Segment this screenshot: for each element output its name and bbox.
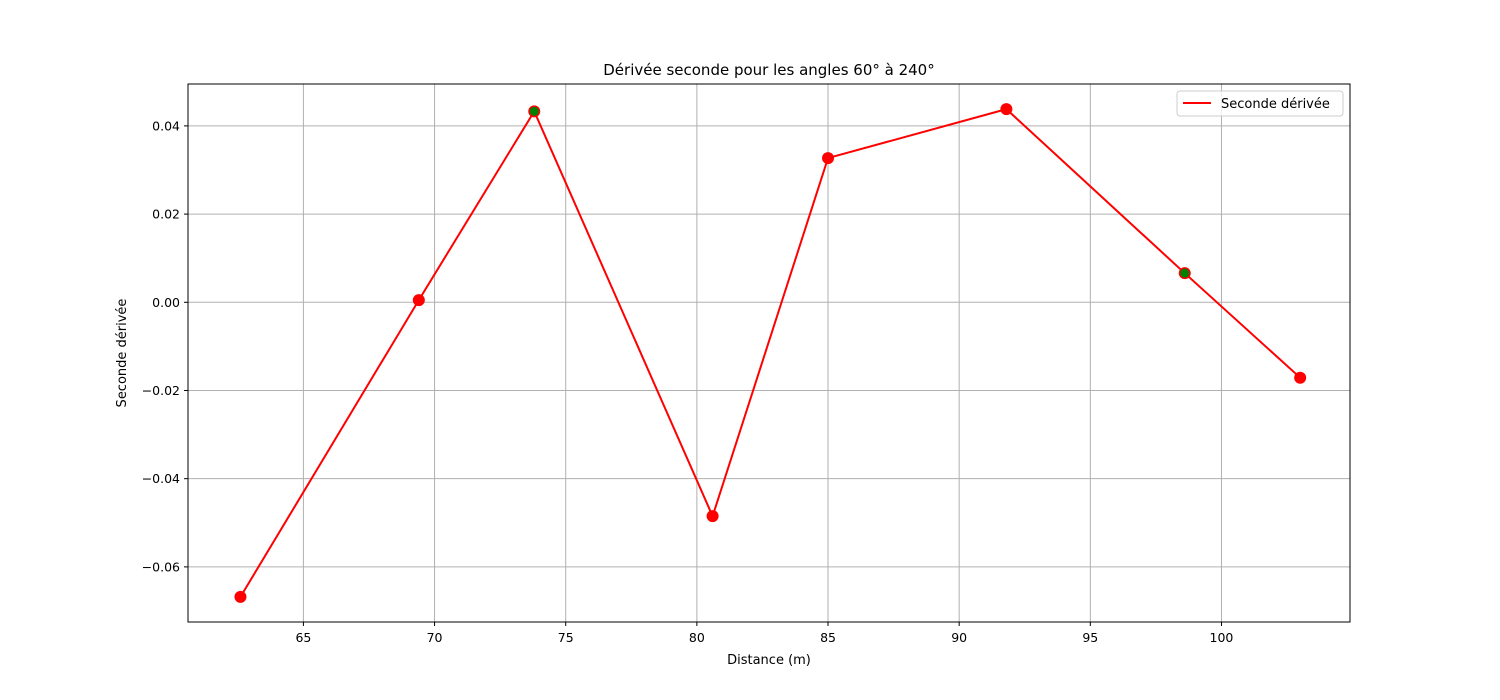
x-tick-label: 95 — [1082, 630, 1098, 645]
highlighted-point — [1180, 268, 1190, 278]
x-tick-label: 75 — [558, 630, 574, 645]
data-point — [412, 294, 425, 307]
series-line — [239, 108, 1301, 598]
data-point — [706, 510, 719, 523]
data-point — [1000, 103, 1013, 116]
x-tick-label: 65 — [295, 630, 311, 645]
legend-label: Seconde dérivée — [1221, 97, 1330, 112]
x-tick-label: 70 — [427, 630, 443, 645]
highlighted-point — [529, 106, 539, 116]
data-point — [234, 590, 247, 603]
legend: Seconde dérivée — [1176, 90, 1344, 117]
y-tick-label: 0.04 — [152, 118, 180, 133]
x-tick-label: 90 — [951, 630, 967, 645]
chart-title: Dérivée seconde pour les angles 60° à 24… — [603, 61, 934, 79]
y-tick-label: 0.00 — [152, 295, 180, 310]
grid-lines — [188, 84, 1350, 622]
data-point — [822, 152, 835, 165]
y-tick-label: −0.02 — [142, 383, 180, 398]
x-tick-label: 80 — [689, 630, 705, 645]
legend-box — [1176, 90, 1344, 117]
y-tick-label: −0.06 — [142, 559, 180, 574]
y-tick-label: 0.02 — [152, 207, 180, 222]
plot-frame — [187, 83, 1351, 623]
x-axis-label: Distance (m) — [727, 653, 811, 668]
axis-ticks: 65 70 75 80 85 90 95 100 −0.06 −0.04 −0.02 0.00 0.02… — [142, 118, 1234, 645]
series-layer — [234, 103, 1307, 603]
y-axis-label: Seconde dérivée — [115, 299, 130, 408]
data-point — [1294, 371, 1307, 384]
y-tick-label: −0.04 — [142, 471, 180, 486]
x-tick-label: 85 — [820, 630, 836, 645]
x-tick-label: 100 — [1210, 630, 1234, 645]
